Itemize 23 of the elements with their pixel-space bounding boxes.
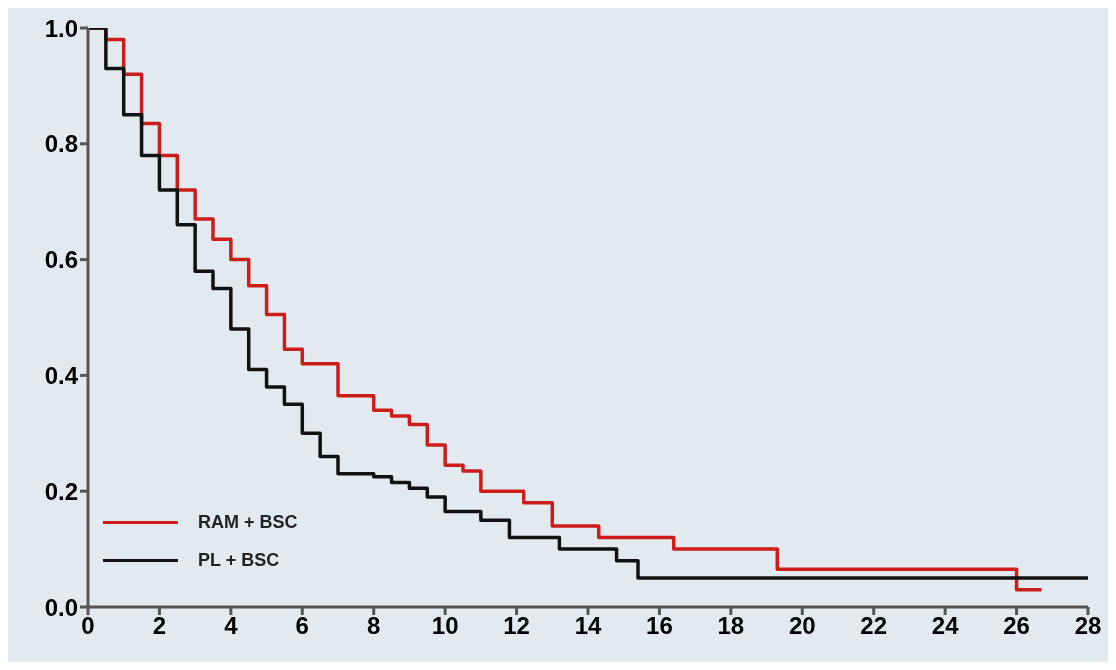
x-tick-label: 16 — [646, 612, 673, 640]
x-tick-label: 8 — [367, 612, 381, 640]
y-tick-label: 0.2 — [44, 477, 78, 505]
x-tick-label: 26 — [1003, 612, 1030, 640]
x-tick-label: 12 — [503, 612, 530, 640]
x-tick-label: 2 — [152, 612, 167, 640]
y-tick-label: 1.0 — [44, 14, 78, 42]
y-tick-label: 0.6 — [44, 246, 78, 274]
y-tick-label: 0.0 — [44, 593, 78, 621]
x-tick-label: 14 — [574, 612, 602, 640]
x-tick-label: 4 — [224, 612, 239, 640]
y-tick-label: 0.4 — [44, 361, 79, 389]
legend-label: RAM + BSC — [198, 511, 298, 533]
x-tick-label: 20 — [788, 612, 816, 640]
x-tick-label: 18 — [717, 612, 745, 640]
legend-label: PL + BSC — [198, 549, 280, 571]
y-tick-label: 0.8 — [44, 130, 78, 158]
x-tick-label: 28 — [1074, 612, 1102, 640]
x-tick-label: 6 — [295, 612, 309, 640]
x-tick-label: 22 — [860, 612, 888, 640]
x-tick-label: 10 — [431, 612, 459, 640]
x-tick-label: 0 — [81, 612, 95, 640]
x-tick-label: 24 — [931, 612, 960, 640]
